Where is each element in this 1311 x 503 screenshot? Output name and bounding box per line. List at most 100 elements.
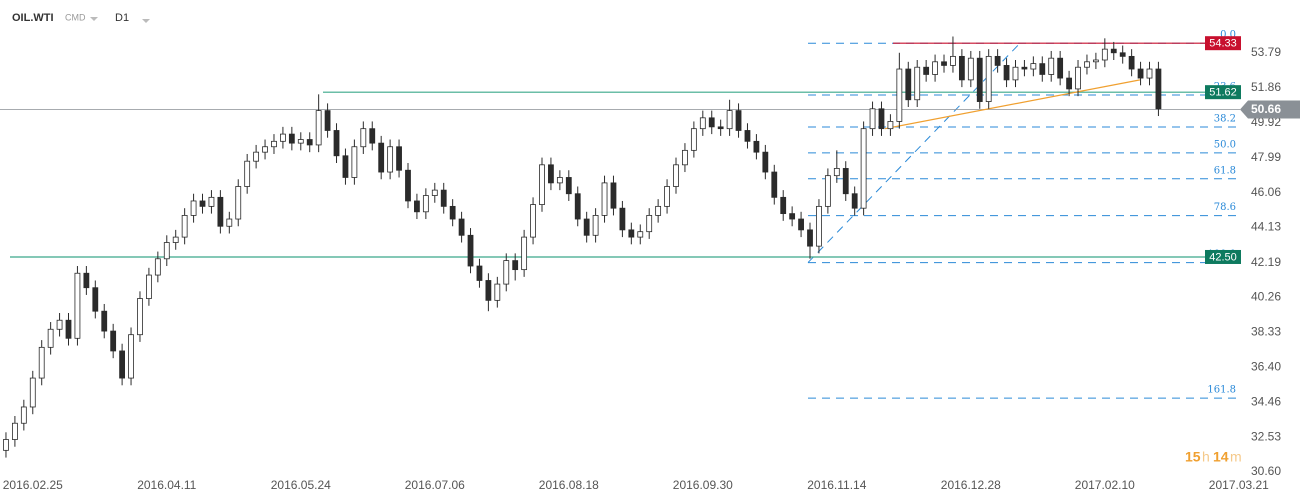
y-tick-label: 34.46 xyxy=(1251,394,1281,408)
candle-body xyxy=(753,140,760,153)
candle-body xyxy=(342,155,349,178)
fib-label: 161.8 xyxy=(1207,385,1236,396)
candle-body xyxy=(1030,63,1037,70)
candle-body xyxy=(1012,66,1019,81)
candle-body xyxy=(887,121,894,130)
candle-body xyxy=(485,280,492,301)
candle-body xyxy=(708,117,715,128)
instrument-type[interactable]: CMD xyxy=(65,12,86,22)
candle-body xyxy=(673,164,679,187)
candle-body xyxy=(414,200,420,213)
candle-body xyxy=(699,117,706,130)
candle-body xyxy=(1003,65,1010,81)
candle-body xyxy=(29,377,36,408)
y-tick-label: 36.40 xyxy=(1251,359,1281,373)
timeframe[interactable]: D1 xyxy=(115,12,129,24)
candle-body xyxy=(288,133,295,144)
candle-body xyxy=(744,130,751,142)
candle-body xyxy=(565,177,572,195)
candle-body xyxy=(780,196,787,215)
candle-body xyxy=(574,193,581,220)
x-tick-label: 2016.04.11 xyxy=(137,478,196,492)
candle-body xyxy=(905,68,912,101)
candle-body xyxy=(717,126,724,130)
candle-body xyxy=(851,193,858,209)
candle-body xyxy=(431,189,438,196)
candle-body xyxy=(1092,59,1099,63)
y-tick-label: 51.86 xyxy=(1251,80,1281,94)
x-tick-label: 2017.03.21 xyxy=(1209,478,1269,492)
candle-body xyxy=(1075,66,1081,90)
candle-body xyxy=(789,213,796,220)
candle-body xyxy=(422,195,429,213)
candle-body xyxy=(1119,52,1126,57)
x-tick-label: 2016.05.24 xyxy=(271,478,331,492)
candle-body xyxy=(190,200,197,216)
candle-body xyxy=(351,146,358,178)
level-box xyxy=(1205,249,1241,264)
candle-body xyxy=(146,274,152,299)
candle-body xyxy=(65,319,72,339)
dropdown-caret[interactable] xyxy=(90,17,98,21)
candle-body xyxy=(869,108,876,130)
candle-body xyxy=(101,310,108,332)
candle-body xyxy=(20,406,27,424)
candle-body xyxy=(449,205,456,220)
candle-body xyxy=(1048,57,1055,75)
y-tick-label: 44.13 xyxy=(1251,220,1281,234)
fib-label: 38.2 xyxy=(1214,113,1236,124)
candle-body xyxy=(539,164,545,205)
candle-body xyxy=(137,298,143,336)
candle-body xyxy=(119,350,126,379)
candle-body xyxy=(181,215,188,238)
candle-body xyxy=(12,422,18,440)
candle-body xyxy=(958,55,965,81)
candle-body xyxy=(521,236,528,271)
y-tick-label: 38.33 xyxy=(1251,325,1281,339)
candle-body xyxy=(387,146,394,173)
candle-body xyxy=(440,189,447,207)
candle-body xyxy=(467,234,474,267)
y-tick-label: 40.26 xyxy=(1251,290,1281,304)
candle-body xyxy=(923,66,930,75)
trendline xyxy=(884,79,1141,130)
candle-body xyxy=(405,169,411,202)
candle-body xyxy=(1155,68,1162,110)
candle-body xyxy=(807,229,813,247)
candle-body xyxy=(369,128,376,144)
candle-body xyxy=(690,128,697,151)
x-tick-label: 2016.07.06 xyxy=(405,478,465,492)
candle-body xyxy=(1066,77,1072,90)
candle-body xyxy=(172,236,179,243)
fib-label: 78.6 xyxy=(1214,202,1236,213)
candle-body xyxy=(816,205,822,247)
candle-body xyxy=(47,328,54,348)
candle-body xyxy=(655,205,662,216)
x-tick-label: 2016.12.28 xyxy=(941,478,1001,492)
level-label: 51.62 xyxy=(1209,87,1237,99)
candle-body xyxy=(315,110,322,146)
candle-body xyxy=(226,218,233,227)
candle-body xyxy=(244,160,251,187)
candle-body xyxy=(83,272,90,289)
y-tick-label: 53.79 xyxy=(1251,45,1281,59)
candle-body xyxy=(262,146,268,153)
candle-body xyxy=(92,287,99,312)
candle-body xyxy=(154,258,161,276)
candle-body xyxy=(994,55,1001,66)
fib-label: 0.0 xyxy=(1220,30,1236,41)
candle-body xyxy=(38,346,45,379)
candle-body xyxy=(360,128,367,148)
candle-body xyxy=(628,229,635,238)
timer-part: 14 xyxy=(1213,449,1229,465)
candle-body xyxy=(512,260,519,271)
candle-body xyxy=(985,55,992,102)
y-tick-label: 47.99 xyxy=(1251,150,1281,164)
candle-body xyxy=(878,108,885,130)
candle-body xyxy=(297,139,304,144)
candle-body xyxy=(253,151,260,162)
dropdown-caret[interactable] xyxy=(142,19,150,23)
x-tick-label: 2016.02.25 xyxy=(3,478,63,492)
